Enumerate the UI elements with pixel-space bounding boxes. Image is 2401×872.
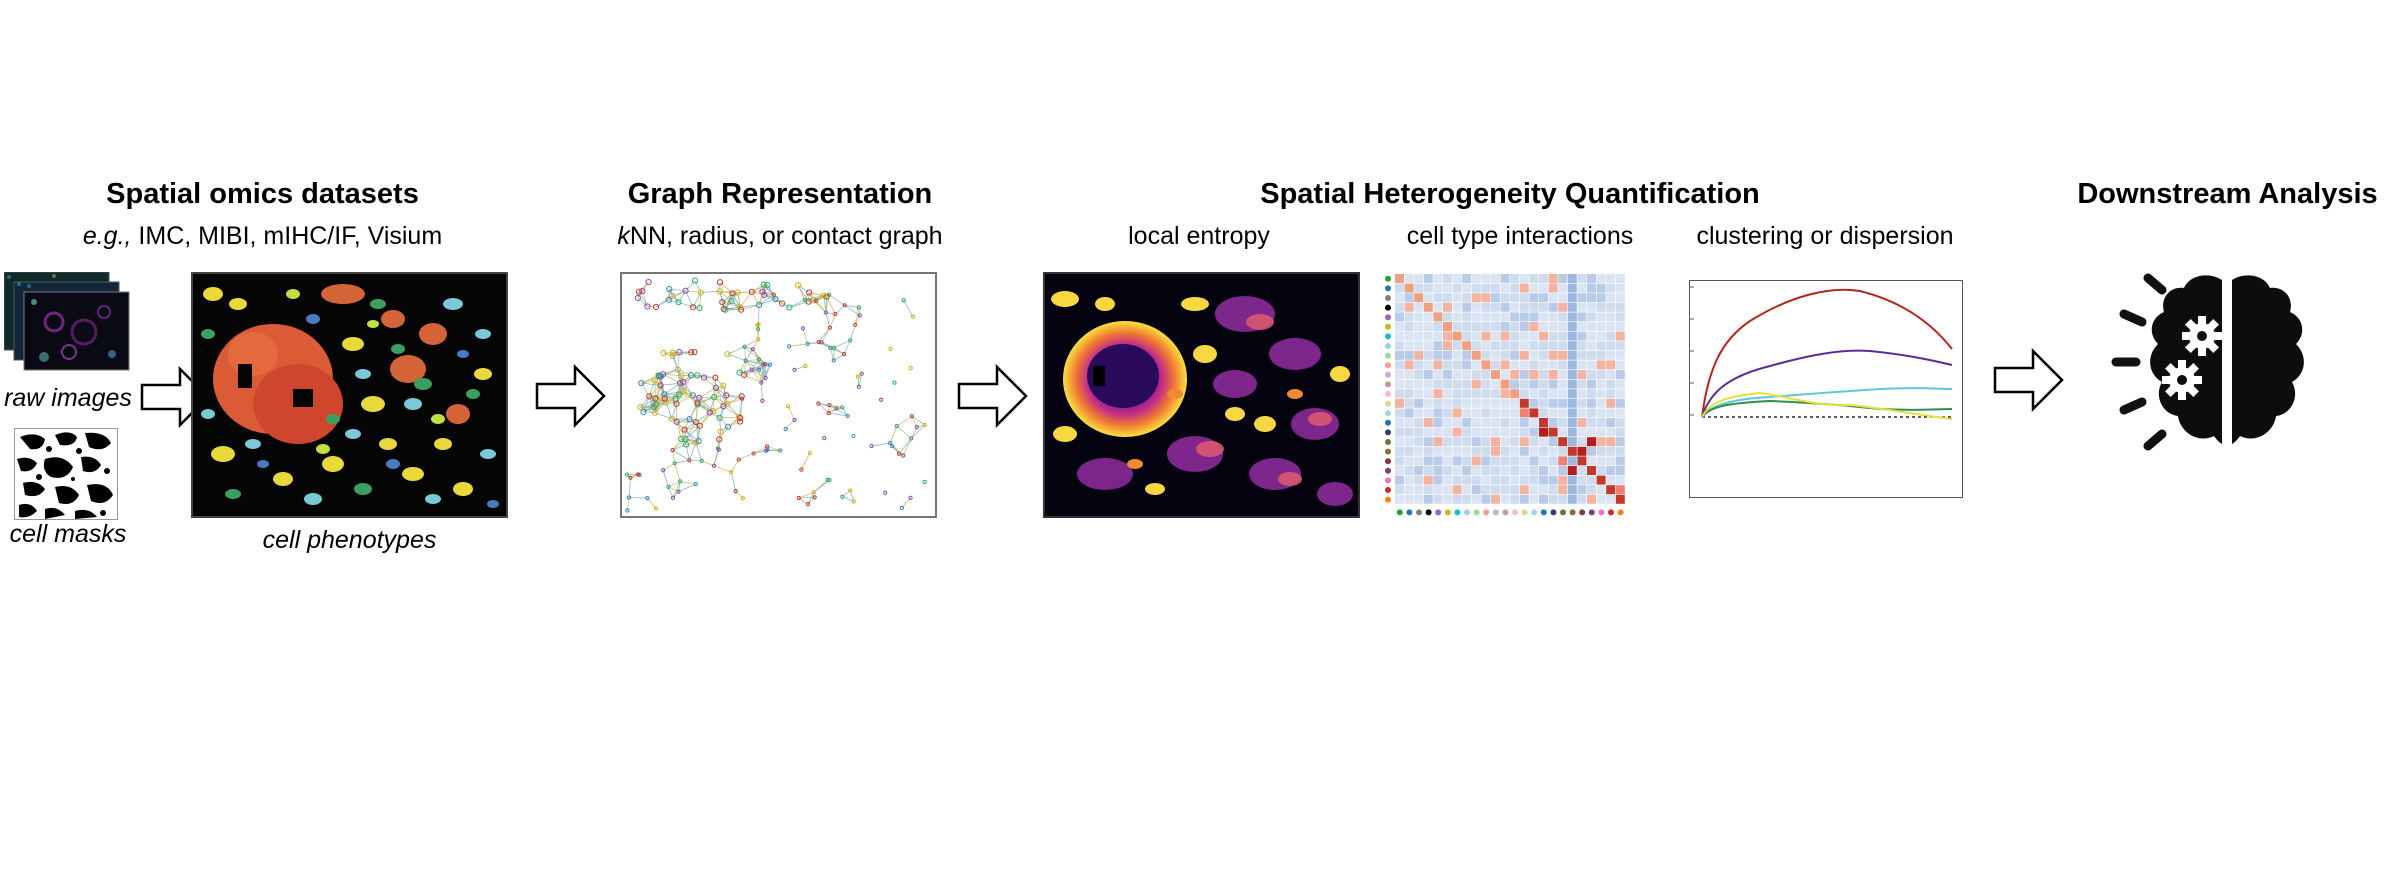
eg-prefix: e.g., [82, 222, 132, 250]
cell-masks-image [14, 428, 118, 520]
graph-representation-title: Graph Representation [627, 178, 933, 210]
downstream-title: Downstream Analysis [2077, 178, 2378, 210]
interactions-heatmap [1383, 272, 1639, 524]
clustering-curves-panel [1689, 280, 1963, 498]
raw-images-label: raw images [4, 384, 132, 412]
curve-red [1701, 288, 1953, 418]
curve-cyan [1701, 387, 1953, 418]
local-entropy-panel [1043, 272, 1360, 518]
graph-panel [620, 272, 937, 518]
arrow-to-downstream [1993, 348, 2065, 412]
raw-images-stack [4, 272, 132, 390]
curve-yellow [1701, 391, 1953, 420]
cell-phenotypes-panel [191, 272, 508, 518]
k-letter: k [617, 222, 630, 250]
heterogeneity-title: Spatial Heterogeneity Quantification [1260, 178, 1760, 210]
local-entropy-label: local entropy [1128, 222, 1270, 250]
spatial-omics-title: Spatial omics datasets [106, 178, 419, 210]
arrow-to-graph [535, 364, 607, 428]
modalities-list: IMC, MIBI, mIHC/IF, Visium [131, 222, 443, 250]
graph-types-list: NN, radius, or contact graph [629, 222, 943, 250]
cell-phenotypes-label: cell phenotypes [262, 526, 437, 554]
brain-gears-icon [2110, 268, 2330, 458]
arrow-to-heterogeneity [957, 364, 1029, 428]
spatial-omics-subtitle: e.g., IMC, MIBI, mIHC/IF, Visium [60, 222, 465, 251]
curve-purple [1701, 349, 1953, 418]
cell-masks-label: cell masks [9, 520, 127, 548]
graph-representation-subtitle: kNN, radius, or contact graph [590, 222, 970, 251]
clustering-dispersion-label: clustering or dispersion [1696, 222, 1954, 250]
cell-type-interactions-label: cell type interactions [1406, 222, 1634, 250]
